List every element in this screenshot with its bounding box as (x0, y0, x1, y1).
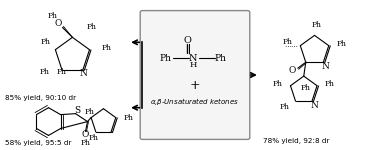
Text: S: S (74, 106, 81, 115)
Text: Ph: Ph (311, 21, 322, 29)
Text: O: O (55, 19, 62, 28)
Text: Ph: Ph (101, 44, 112, 52)
Text: 78% yield, 92:8 dr: 78% yield, 92:8 dr (263, 138, 329, 144)
Text: 58% yield, 95:5 dr: 58% yield, 95:5 dr (5, 140, 71, 146)
Text: Ph: Ph (280, 103, 290, 111)
Text: Ph: Ph (325, 80, 335, 88)
Text: O: O (288, 66, 296, 75)
Text: N: N (189, 54, 197, 63)
Text: Ph: Ph (85, 108, 94, 116)
Text: Ph: Ph (89, 134, 99, 142)
Text: +: + (190, 79, 200, 92)
Text: Ph: Ph (282, 38, 292, 46)
Text: Ph: Ph (87, 23, 96, 32)
Text: Ph: Ph (81, 139, 90, 147)
Text: Ph: Ph (159, 54, 171, 63)
Text: Ph: Ph (301, 84, 311, 92)
Text: N: N (79, 69, 87, 78)
Text: O: O (82, 130, 89, 139)
Text: Ph: Ph (57, 68, 67, 76)
Text: Ph: Ph (215, 54, 227, 63)
Text: N: N (310, 101, 318, 110)
Text: Ph: Ph (337, 40, 347, 48)
Text: Ph: Ph (124, 114, 134, 122)
FancyBboxPatch shape (140, 11, 250, 139)
Text: 85% yield, 90:10 dr: 85% yield, 90:10 dr (5, 95, 76, 101)
Text: Ph: Ph (273, 80, 282, 88)
Text: $\alpha$,$\beta$-Unsaturated ketones: $\alpha$,$\beta$-Unsaturated ketones (150, 96, 240, 107)
Text: H: H (189, 61, 197, 69)
Text: Ph: Ph (40, 38, 50, 46)
Text: O: O (183, 36, 191, 45)
Text: ……: …… (284, 42, 298, 48)
Text: Ph: Ph (48, 12, 57, 20)
Text: Ph: Ph (40, 68, 50, 76)
Text: N: N (321, 62, 329, 71)
